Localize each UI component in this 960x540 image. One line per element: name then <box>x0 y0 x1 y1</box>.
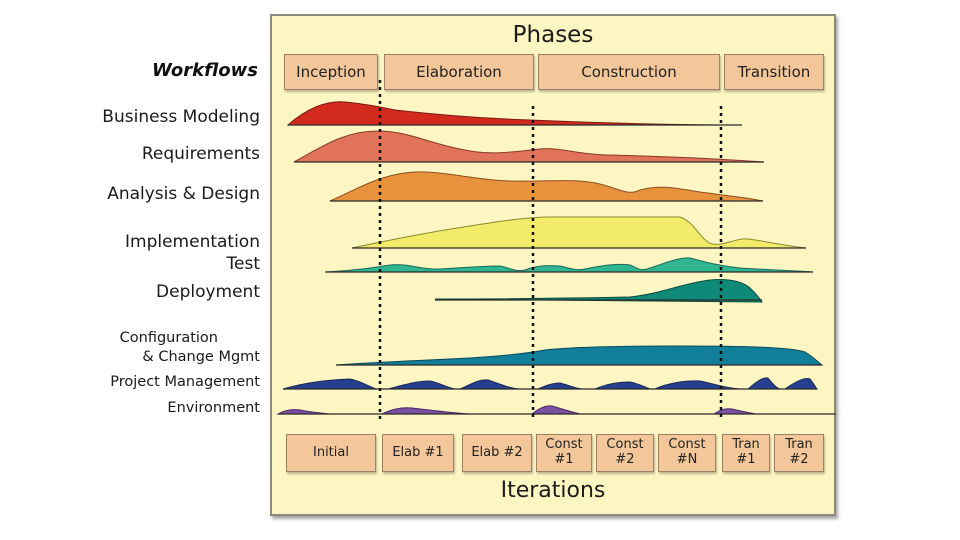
curve-config-change <box>335 345 824 366</box>
phase-elaboration: Elaboration <box>384 54 534 90</box>
curve-analysis-design <box>329 171 764 202</box>
workflow-label-analysis-design: Analysis & Design <box>107 184 260 204</box>
workflow-label-test: Test <box>226 254 260 274</box>
workflow-label-environment: Environment <box>167 400 260 416</box>
workflow-label-configuration: Configuration <box>119 330 218 346</box>
curve-requirements <box>293 130 765 163</box>
phases-title: Phases <box>512 22 594 48</box>
phase-construction: Construction <box>538 54 720 90</box>
workflow-label-business-modeling: Business Modeling <box>102 107 260 127</box>
iteration-initial: Initial <box>286 434 376 472</box>
iteration-const-2: Const #2 <box>596 434 654 472</box>
iteration-tran-1: Tran #1 <box>722 434 770 472</box>
curve-environment <box>276 405 757 415</box>
curve-test <box>324 257 814 273</box>
curve-implementation <box>351 216 807 249</box>
iteration-elab-1: Elab #1 <box>382 434 454 472</box>
workflows-heading: Workflows <box>152 60 258 81</box>
iteration-tran-2: Tran #2 <box>774 434 824 472</box>
phase-transition: Transition <box>724 54 824 90</box>
rup-diagram-panel: Phases Inception Elaboration Constructio… <box>270 14 836 516</box>
workflow-label-implementation: Implementation <box>125 232 260 252</box>
curve-business-modeling <box>286 101 743 126</box>
workflow-label-change-mgmt: & Change Mgmt <box>142 349 260 365</box>
workflow-label-deployment: Deployment <box>156 282 260 302</box>
workflow-label-project-management: Project Management <box>110 374 260 390</box>
iteration-elab-2: Elab #2 <box>462 434 532 472</box>
phase-inception: Inception <box>284 54 378 90</box>
iteration-const-n: Const #N <box>658 434 716 472</box>
workflow-label-requirements: Requirements <box>141 144 260 164</box>
iteration-const-1: Const #1 <box>536 434 592 472</box>
curve-deployment <box>434 279 763 303</box>
curve-project-management <box>282 377 819 390</box>
iterations-title: Iterations <box>500 478 606 503</box>
